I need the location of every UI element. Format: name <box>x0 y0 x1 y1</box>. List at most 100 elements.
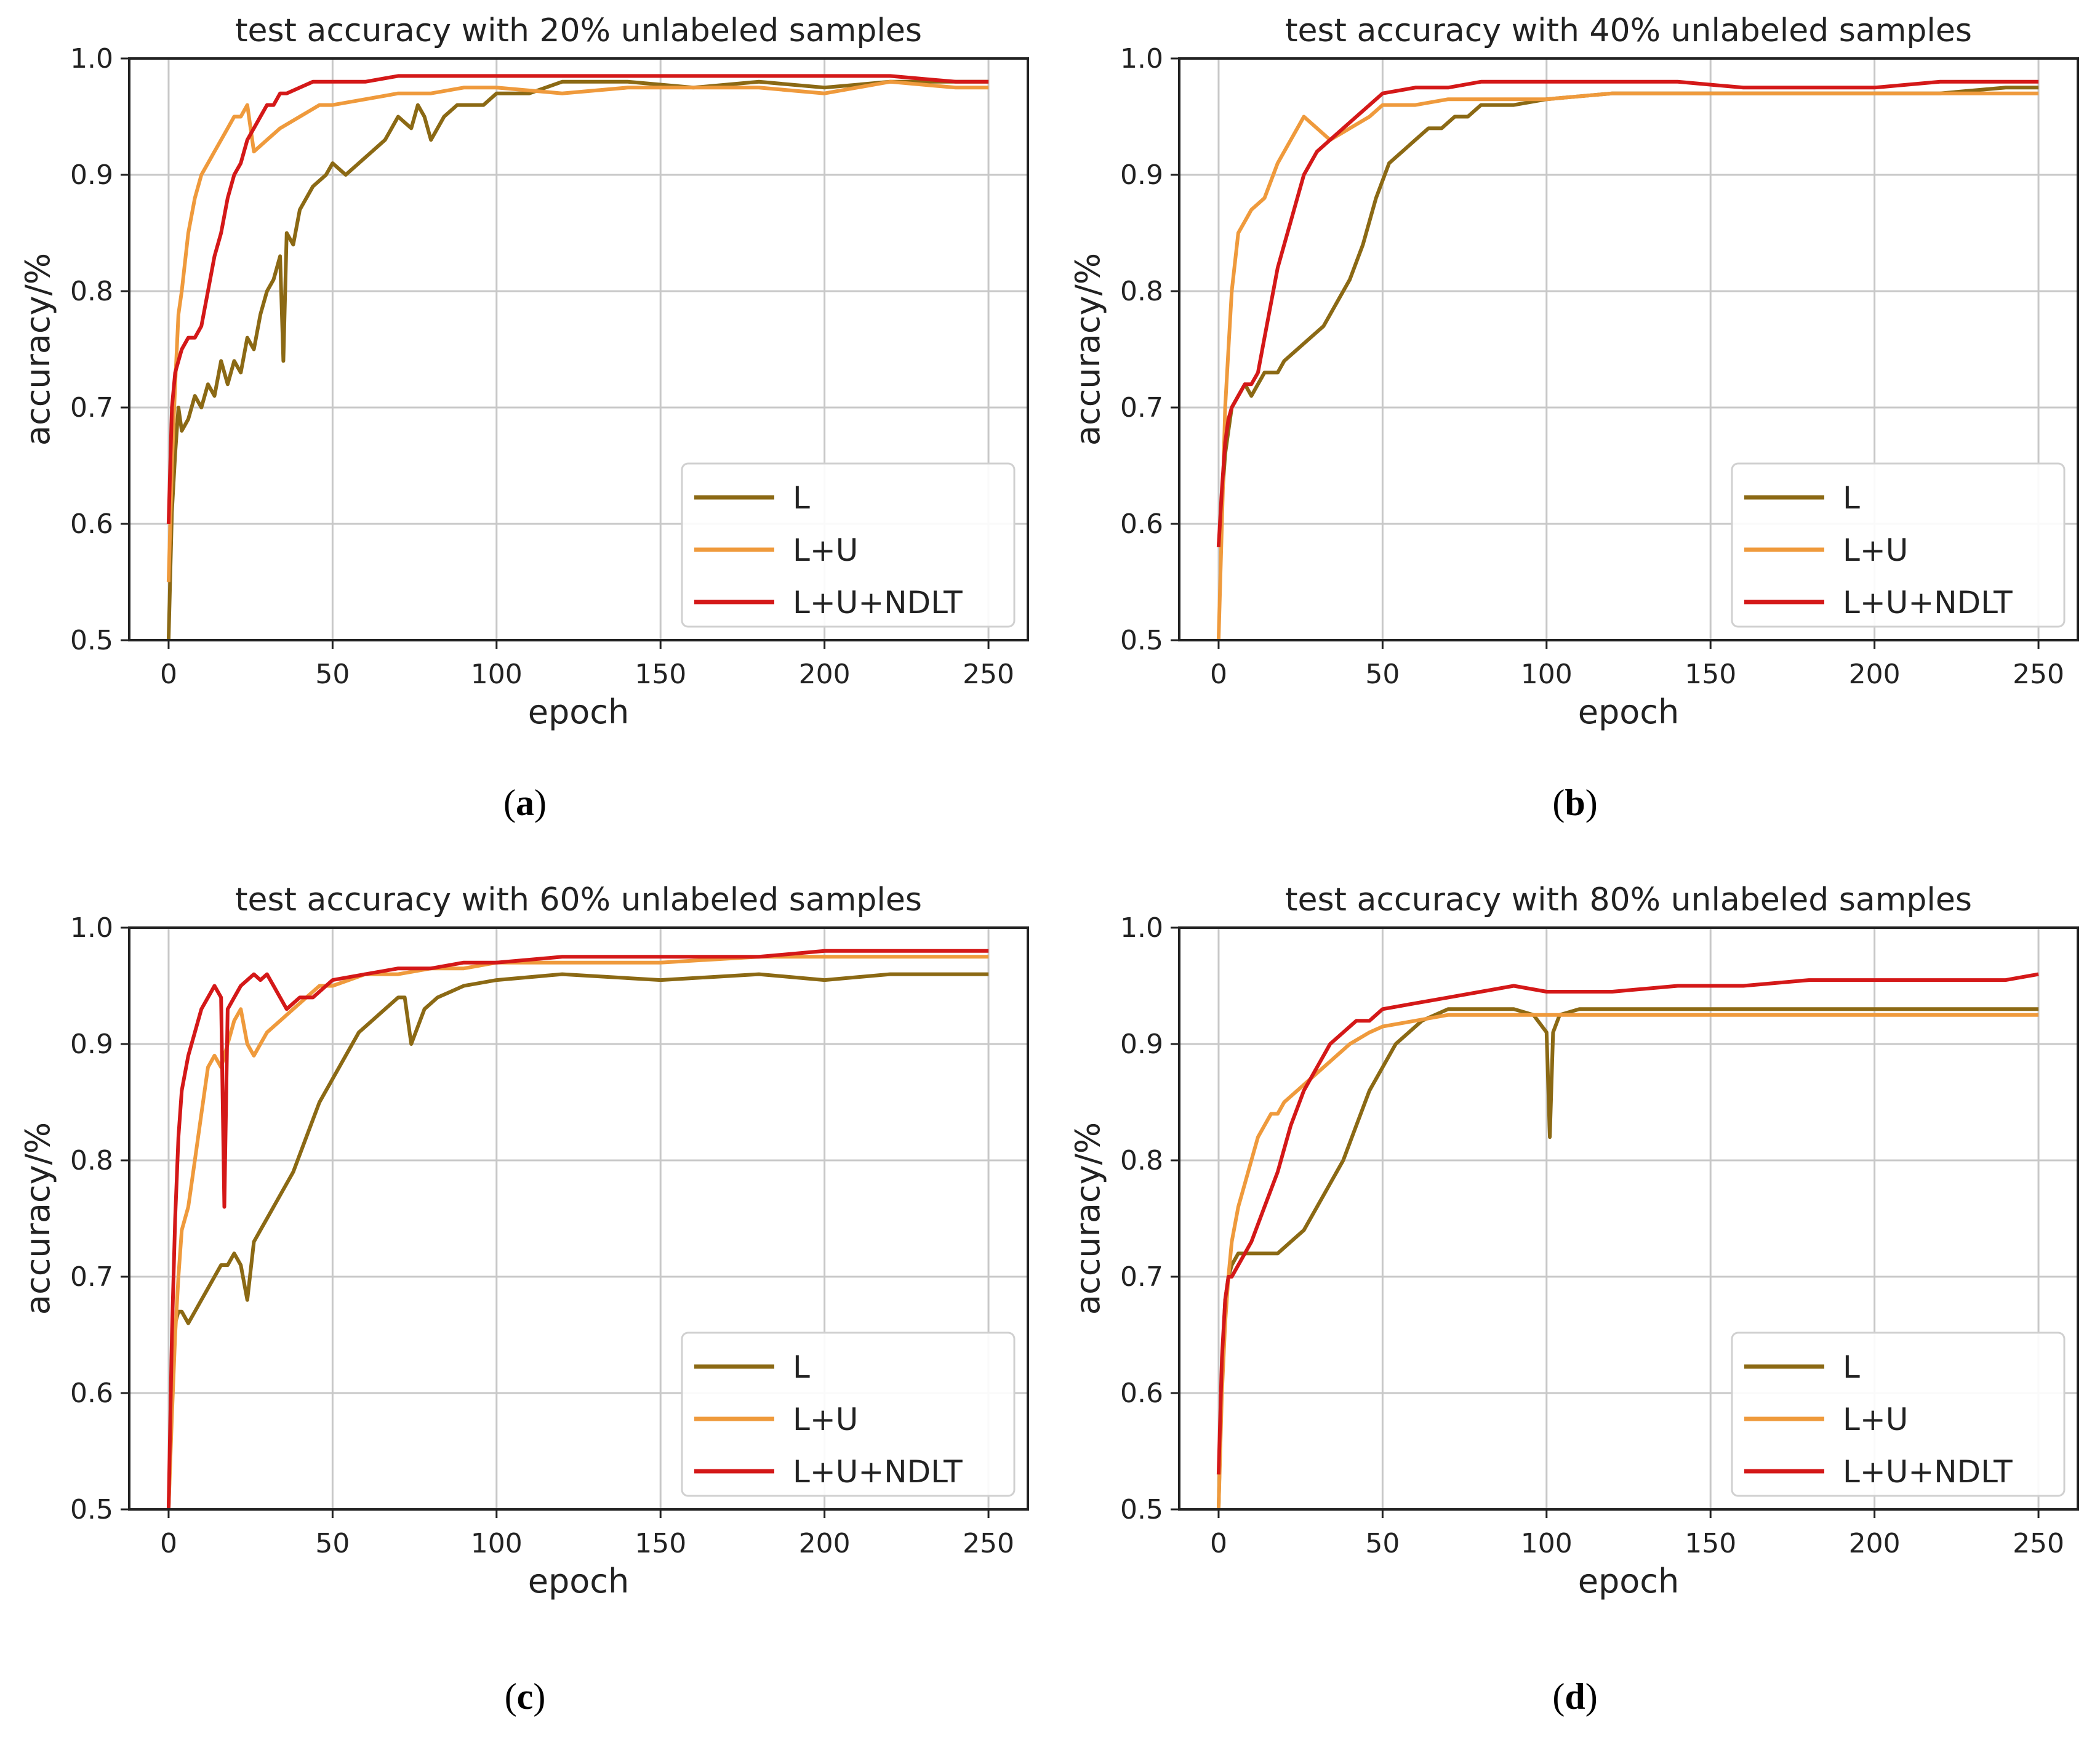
x-tick-label: 100 <box>471 1528 523 1559</box>
plot-frame <box>128 57 1029 641</box>
series-line-l-plus-u <box>166 79 989 582</box>
chart-panel-d: test accuracy with 80% unlabeled samples… <box>1050 869 2100 1738</box>
series-line-l-plus-u-plus-ndlt <box>1216 972 2039 1475</box>
y-tick-label: 0.8 <box>70 1145 113 1176</box>
y-tick-label: 1.0 <box>1120 43 1163 74</box>
y-tick-label: 0.6 <box>1120 1378 1163 1409</box>
y-tick-label: 0.6 <box>1120 508 1163 540</box>
x-tick-label: 250 <box>963 659 1014 690</box>
x-tick-label: 150 <box>635 659 686 690</box>
legend-label: L+U+NDLT <box>1843 1454 2013 1490</box>
y-tick-label: 0.7 <box>70 1261 113 1293</box>
x-tick-label: 200 <box>799 659 851 690</box>
x-tick-label: 0 <box>1210 1528 1227 1559</box>
x-tick-label: 50 <box>1365 659 1400 690</box>
y-axis-label: accuracy/% <box>18 253 57 446</box>
caption-c: (c) <box>504 1676 546 1717</box>
series-line-l-plus-u <box>1216 1013 2039 1510</box>
y-tick-label: 1.0 <box>70 43 113 74</box>
y-tick-label: 0.9 <box>70 1029 113 1060</box>
x-tick-label: 200 <box>1849 659 1901 690</box>
x-tick-label: 150 <box>635 1528 686 1559</box>
legend-label: L <box>1843 480 1860 516</box>
series-line-l-plus-u-plus-ndlt <box>166 74 989 524</box>
y-tick-label: 0.6 <box>70 1378 113 1409</box>
x-tick-label: 50 <box>315 1528 350 1559</box>
x-tick-label: 100 <box>1521 1528 1573 1559</box>
y-tick-label: 0.7 <box>1120 392 1163 424</box>
y-tick-label: 0.7 <box>1120 1261 1163 1293</box>
legend-label: L+U+NDLT <box>793 1454 963 1490</box>
caption-d: (d) <box>1552 1676 1598 1717</box>
y-tick-label: 0.7 <box>70 392 113 424</box>
y-tick-label: 0.9 <box>1120 1029 1163 1060</box>
x-axis-label: epoch <box>1578 1562 1679 1600</box>
series-line-l <box>166 79 989 641</box>
legend <box>1731 1331 2066 1497</box>
chart-c: test accuracy with 60% unlabeled samples… <box>18 882 1029 1600</box>
x-tick-label: 0 <box>1210 659 1227 690</box>
chart-panel-b: test accuracy with 40% unlabeled samples… <box>1050 0 2100 869</box>
chart-a: test accuracy with 20% unlabeled samples… <box>18 12 1029 731</box>
legend-label: L+U+NDLT <box>793 585 963 620</box>
y-tick-label: 0.5 <box>70 1494 113 1525</box>
caption-b: (b) <box>1552 782 1598 823</box>
y-axis-label: accuracy/% <box>1068 1122 1107 1315</box>
chart-title: test accuracy with 20% unlabeled samples <box>235 12 922 49</box>
series-line-l-plus-u-plus-ndlt <box>166 949 989 1510</box>
y-tick-label: 0.5 <box>70 625 113 656</box>
chart-title: test accuracy with 40% unlabeled samples <box>1285 12 1972 49</box>
y-tick-label: 1.0 <box>70 912 113 944</box>
x-tick-label: 250 <box>2013 1528 2064 1559</box>
y-axis-label: accuracy/% <box>18 1122 57 1315</box>
chart-d: test accuracy with 80% unlabeled samples… <box>1068 882 2079 1600</box>
series-line-l-plus-u <box>1216 91 2039 641</box>
x-axis-label: epoch <box>528 693 629 731</box>
y-tick-label: 0.9 <box>70 159 113 191</box>
chart-panel-c: test accuracy with 60% unlabeled samples… <box>0 869 1050 1738</box>
y-tick-label: 0.6 <box>70 508 113 540</box>
plot-frame <box>1178 926 2079 1511</box>
y-tick-label: 0.8 <box>1120 276 1163 307</box>
legend-label: L+U <box>1843 532 1908 568</box>
plot-frame <box>1178 57 2079 641</box>
legend <box>681 462 1016 628</box>
legend-label: L+U <box>1843 1402 1908 1437</box>
y-tick-label: 0.5 <box>1120 1494 1163 1525</box>
y-tick-label: 0.8 <box>70 276 113 307</box>
x-tick-label: 100 <box>1521 659 1573 690</box>
x-axis-label: epoch <box>528 1562 629 1600</box>
legend <box>681 1331 1016 1497</box>
plot-frame <box>128 926 1029 1511</box>
y-axis-label: accuracy/% <box>1068 253 1107 446</box>
x-tick-label: 0 <box>160 659 177 690</box>
y-tick-label: 0.8 <box>1120 1145 1163 1176</box>
chart-b: test accuracy with 40% unlabeled samples… <box>1068 12 2079 731</box>
chart-title: test accuracy with 80% unlabeled samples <box>1285 882 1972 918</box>
chart-title: test accuracy with 60% unlabeled samples <box>235 882 922 918</box>
y-tick-label: 0.5 <box>1120 625 1163 656</box>
x-tick-label: 250 <box>963 1528 1014 1559</box>
legend-label: L+U <box>793 1402 858 1437</box>
x-tick-label: 200 <box>1849 1528 1901 1559</box>
y-tick-label: 0.9 <box>1120 159 1163 191</box>
x-tick-label: 250 <box>2013 659 2064 690</box>
x-tick-label: 100 <box>471 659 523 690</box>
legend-label: L+U <box>793 532 858 568</box>
legend-label: L+U+NDLT <box>1843 585 2013 620</box>
x-axis-label: epoch <box>1578 693 1679 731</box>
caption-a: (a) <box>503 782 547 823</box>
x-tick-label: 50 <box>1365 1528 1400 1559</box>
x-tick-label: 200 <box>799 1528 851 1559</box>
series-line-l <box>166 972 989 1510</box>
series-line-l-plus-u <box>166 955 989 1510</box>
y-tick-label: 1.0 <box>1120 912 1163 944</box>
x-tick-label: 0 <box>160 1528 177 1559</box>
series-line-l-plus-u-plus-ndlt <box>1216 79 2039 547</box>
legend-label: L <box>793 480 810 516</box>
x-tick-label: 150 <box>1685 659 1736 690</box>
series-line-l <box>1216 1007 2039 1510</box>
x-tick-label: 50 <box>315 659 350 690</box>
x-tick-label: 150 <box>1685 1528 1736 1559</box>
legend-label: L <box>1843 1349 1860 1385</box>
